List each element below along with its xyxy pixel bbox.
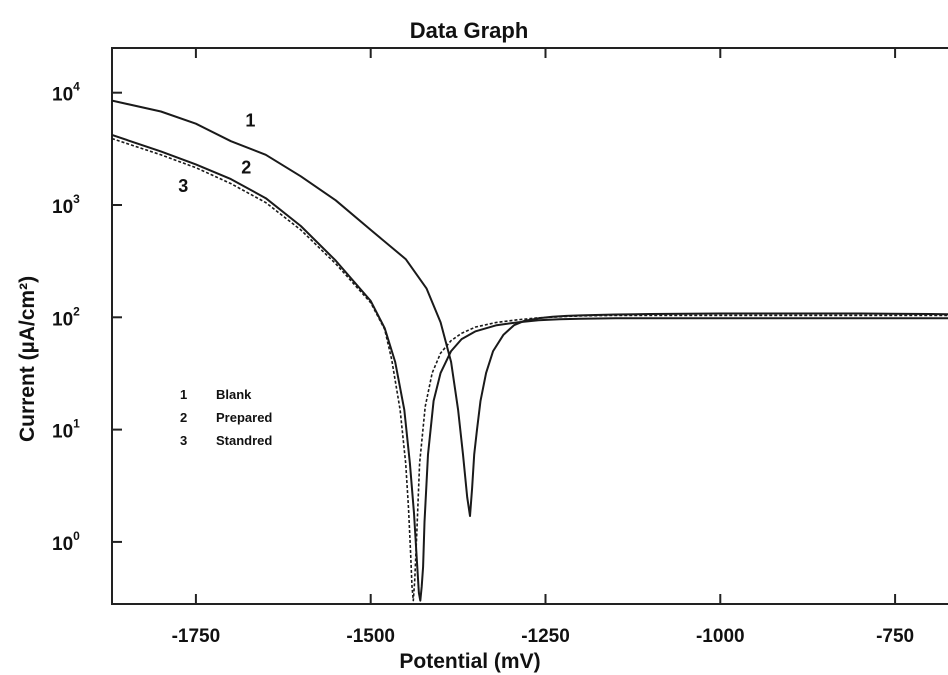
y-tick-label: 101 bbox=[52, 417, 80, 443]
series-line-2 bbox=[112, 134, 948, 602]
legend-number: 2 bbox=[180, 410, 187, 425]
x-axis-label: Potential (mV) bbox=[399, 650, 540, 673]
legend-number: 1 bbox=[180, 387, 187, 402]
plot-frame bbox=[111, 47, 948, 605]
x-tick-label: -1750 bbox=[172, 626, 221, 647]
legend-label: Standred bbox=[216, 433, 272, 448]
series-line-3 bbox=[112, 137, 948, 602]
x-tick-label: -1250 bbox=[521, 626, 570, 647]
y-tick-label: 103 bbox=[52, 192, 80, 218]
legend-number: 3 bbox=[180, 433, 187, 448]
curve-label-3: 3 bbox=[178, 176, 188, 196]
curve-label-1: 1 bbox=[245, 110, 255, 130]
x-tick-label: -750 bbox=[876, 626, 914, 647]
y-tick-label: 104 bbox=[52, 80, 80, 106]
y-axis-label: Current (µA/cm²) bbox=[16, 276, 39, 442]
curve-label-2: 2 bbox=[241, 158, 251, 178]
legend-label: Blank bbox=[216, 387, 252, 402]
y-tick-label: 102 bbox=[52, 304, 80, 330]
curve-labels: 1 2 3 bbox=[178, 110, 255, 196]
series-layer bbox=[112, 99, 948, 602]
ticks-layer: -1750 -1500 -1250 -1000 -750 100 101 102 103 104 bbox=[52, 48, 914, 647]
x-tick-label: -1500 bbox=[346, 626, 395, 647]
x-tick-label: -1000 bbox=[696, 626, 745, 647]
series-line-1 bbox=[112, 99, 948, 517]
legend: 1 Blank 2 Prepared 3 Standred bbox=[180, 387, 272, 448]
y-tick-label: 100 bbox=[52, 529, 80, 555]
chart-title: Data Graph bbox=[410, 18, 529, 43]
legend-label: Prepared bbox=[216, 410, 272, 425]
